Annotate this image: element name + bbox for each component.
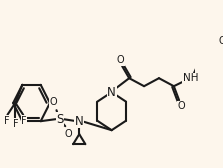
Text: F: F — [4, 116, 9, 126]
Text: O: O — [219, 36, 223, 46]
Text: O: O — [65, 129, 72, 139]
Text: O: O — [117, 55, 124, 65]
Text: F: F — [12, 119, 18, 129]
Text: NH: NH — [183, 73, 198, 83]
Text: S: S — [56, 113, 64, 126]
Text: N: N — [75, 115, 84, 128]
Text: N: N — [107, 86, 116, 99]
Text: O: O — [49, 97, 57, 107]
Text: O: O — [177, 101, 185, 111]
Text: F: F — [21, 116, 27, 126]
